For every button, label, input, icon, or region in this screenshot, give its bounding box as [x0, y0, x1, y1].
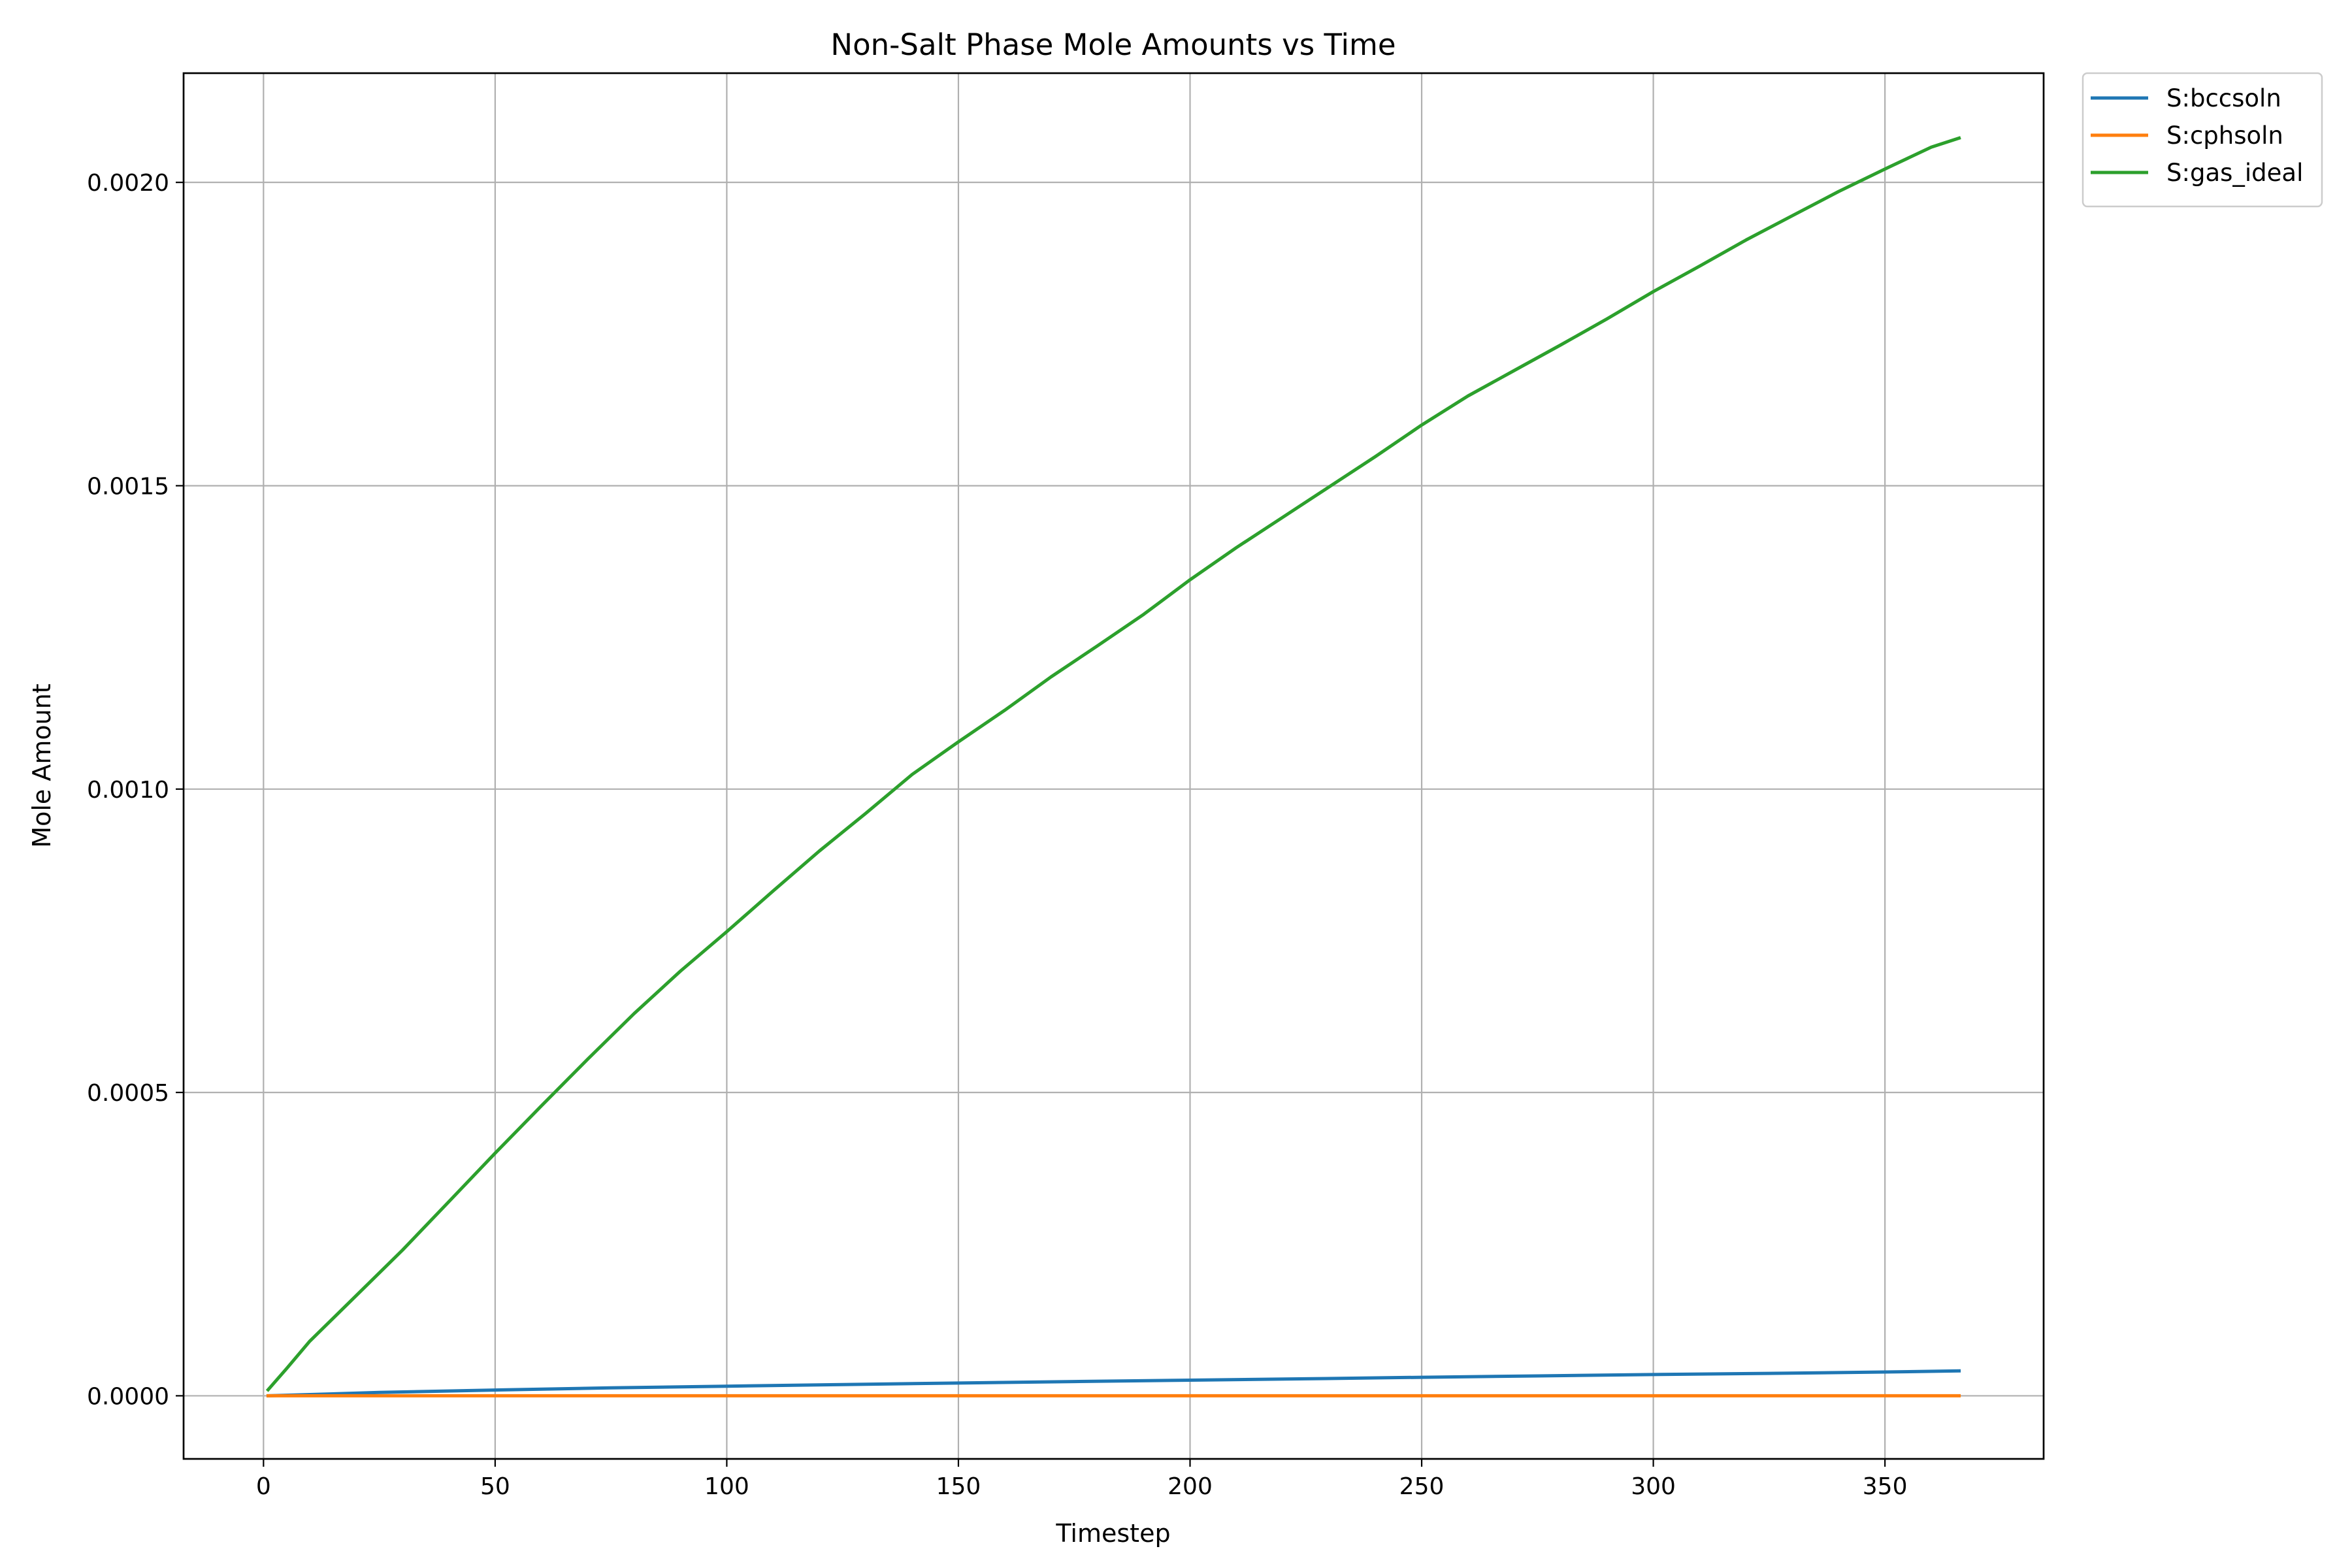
- x-tick-label: 50: [480, 1473, 510, 1500]
- y-tick-label: 0.0005: [87, 1080, 169, 1107]
- x-tick-label: 100: [704, 1473, 749, 1500]
- y-tick-label: 0.0020: [87, 170, 169, 197]
- y-axis-label: Mole Amount: [27, 683, 56, 847]
- x-tick-label: 300: [1631, 1473, 1676, 1500]
- x-tick-label: 0: [256, 1473, 271, 1500]
- plot-frame: [182, 72, 2045, 1460]
- x-axis-label: Timestep: [1055, 1519, 1170, 1548]
- series-line-s-gas-ideal: [265, 136, 1961, 1392]
- x-tick-label: 250: [1399, 1473, 1445, 1500]
- series-lines: [265, 136, 1961, 1397]
- legend-label: S:cphsoln: [2166, 122, 2283, 150]
- x-tick-label: 150: [936, 1473, 981, 1500]
- legend-label: S:gas_ideal: [2166, 159, 2303, 187]
- legend-entries: S:bccsoln S:cphsoln S:gas_ideal: [2091, 84, 2303, 187]
- grid-lines: [184, 73, 2044, 1459]
- x-tick-label: 350: [1863, 1473, 1908, 1500]
- legend: S:bccsoln S:cphsoln S:gas_ideal: [2082, 72, 2323, 208]
- series-line-s-bccsoln: [266, 1369, 1961, 1397]
- x-tick-label: 200: [1168, 1473, 1213, 1500]
- legend-label: S:bccsoln: [2166, 84, 2281, 112]
- y-tick-label: 0.0015: [87, 473, 169, 500]
- x-axis-ticks: 0 50 100 150 200 250 300 350: [256, 1459, 1908, 1500]
- y-tick-label: 0.0010: [87, 777, 169, 804]
- y-tick-label: 0.0000: [87, 1383, 169, 1410]
- chart-title: Non-Salt Phase Mole Amounts vs Time: [830, 27, 1396, 62]
- y-axis-ticks: 0.0000 0.0005 0.0010 0.0015 0.0020: [87, 170, 184, 1410]
